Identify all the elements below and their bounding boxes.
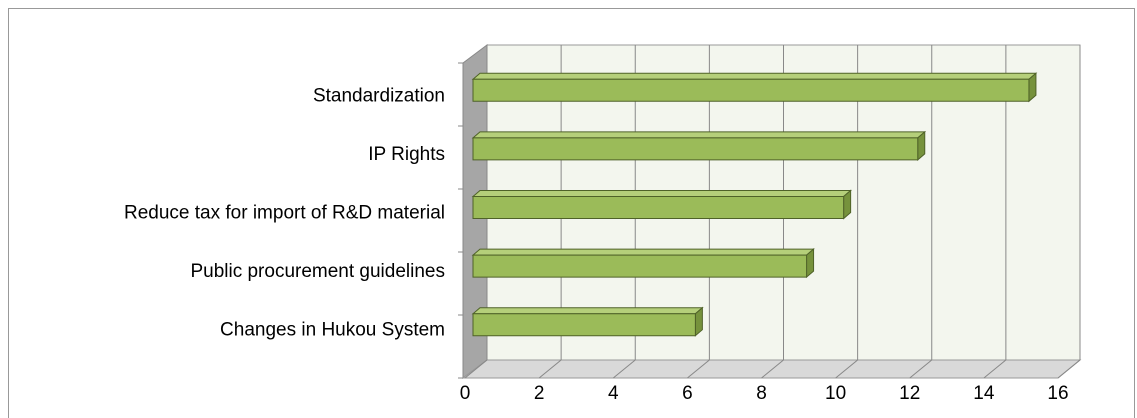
x-tick-label: 8 — [756, 383, 767, 404]
x-tick-label: 16 — [1047, 383, 1068, 404]
bar-face — [472, 254, 808, 278]
bar-face — [472, 137, 919, 161]
grid-line — [909, 359, 933, 379]
bar-face — [471, 131, 927, 139]
bar-face — [471, 248, 815, 256]
y-tick-label: Public procurement guidelines — [190, 261, 445, 282]
grid-line — [761, 359, 784, 379]
x-tick-label: 0 — [460, 383, 471, 404]
x-tick-label: 4 — [608, 383, 619, 404]
bar-face — [472, 196, 845, 219]
grid-line — [464, 359, 488, 379]
bar — [471, 72, 1038, 103]
y-tick-label: Changes in Hukou System — [220, 320, 445, 341]
bar — [471, 248, 815, 279]
bar-face — [471, 72, 1038, 80]
x-tick-label: 10 — [825, 383, 846, 404]
y-tick-label: IP Rights — [368, 144, 445, 165]
grid-line — [612, 359, 636, 379]
x-tick-label: 14 — [973, 383, 995, 404]
bar — [471, 189, 852, 220]
x-tick-label: 12 — [899, 383, 920, 404]
x-tick-label: 2 — [534, 383, 545, 404]
bar-face — [471, 190, 852, 197]
grid-line — [687, 359, 710, 379]
bar — [471, 130, 927, 161]
x-tick-label: 6 — [682, 383, 693, 404]
y-tick-label: Standardization — [313, 85, 445, 106]
grid-line — [1057, 359, 1081, 379]
bar-face — [472, 313, 696, 337]
bar — [471, 306, 704, 337]
bar-face — [471, 307, 704, 315]
grid-line — [835, 359, 858, 379]
grid-line — [983, 359, 1007, 379]
grid-line — [538, 359, 562, 379]
bar-face — [472, 78, 1030, 102]
y-tick-label: Reduce tax for import of R&D material — [124, 203, 445, 224]
